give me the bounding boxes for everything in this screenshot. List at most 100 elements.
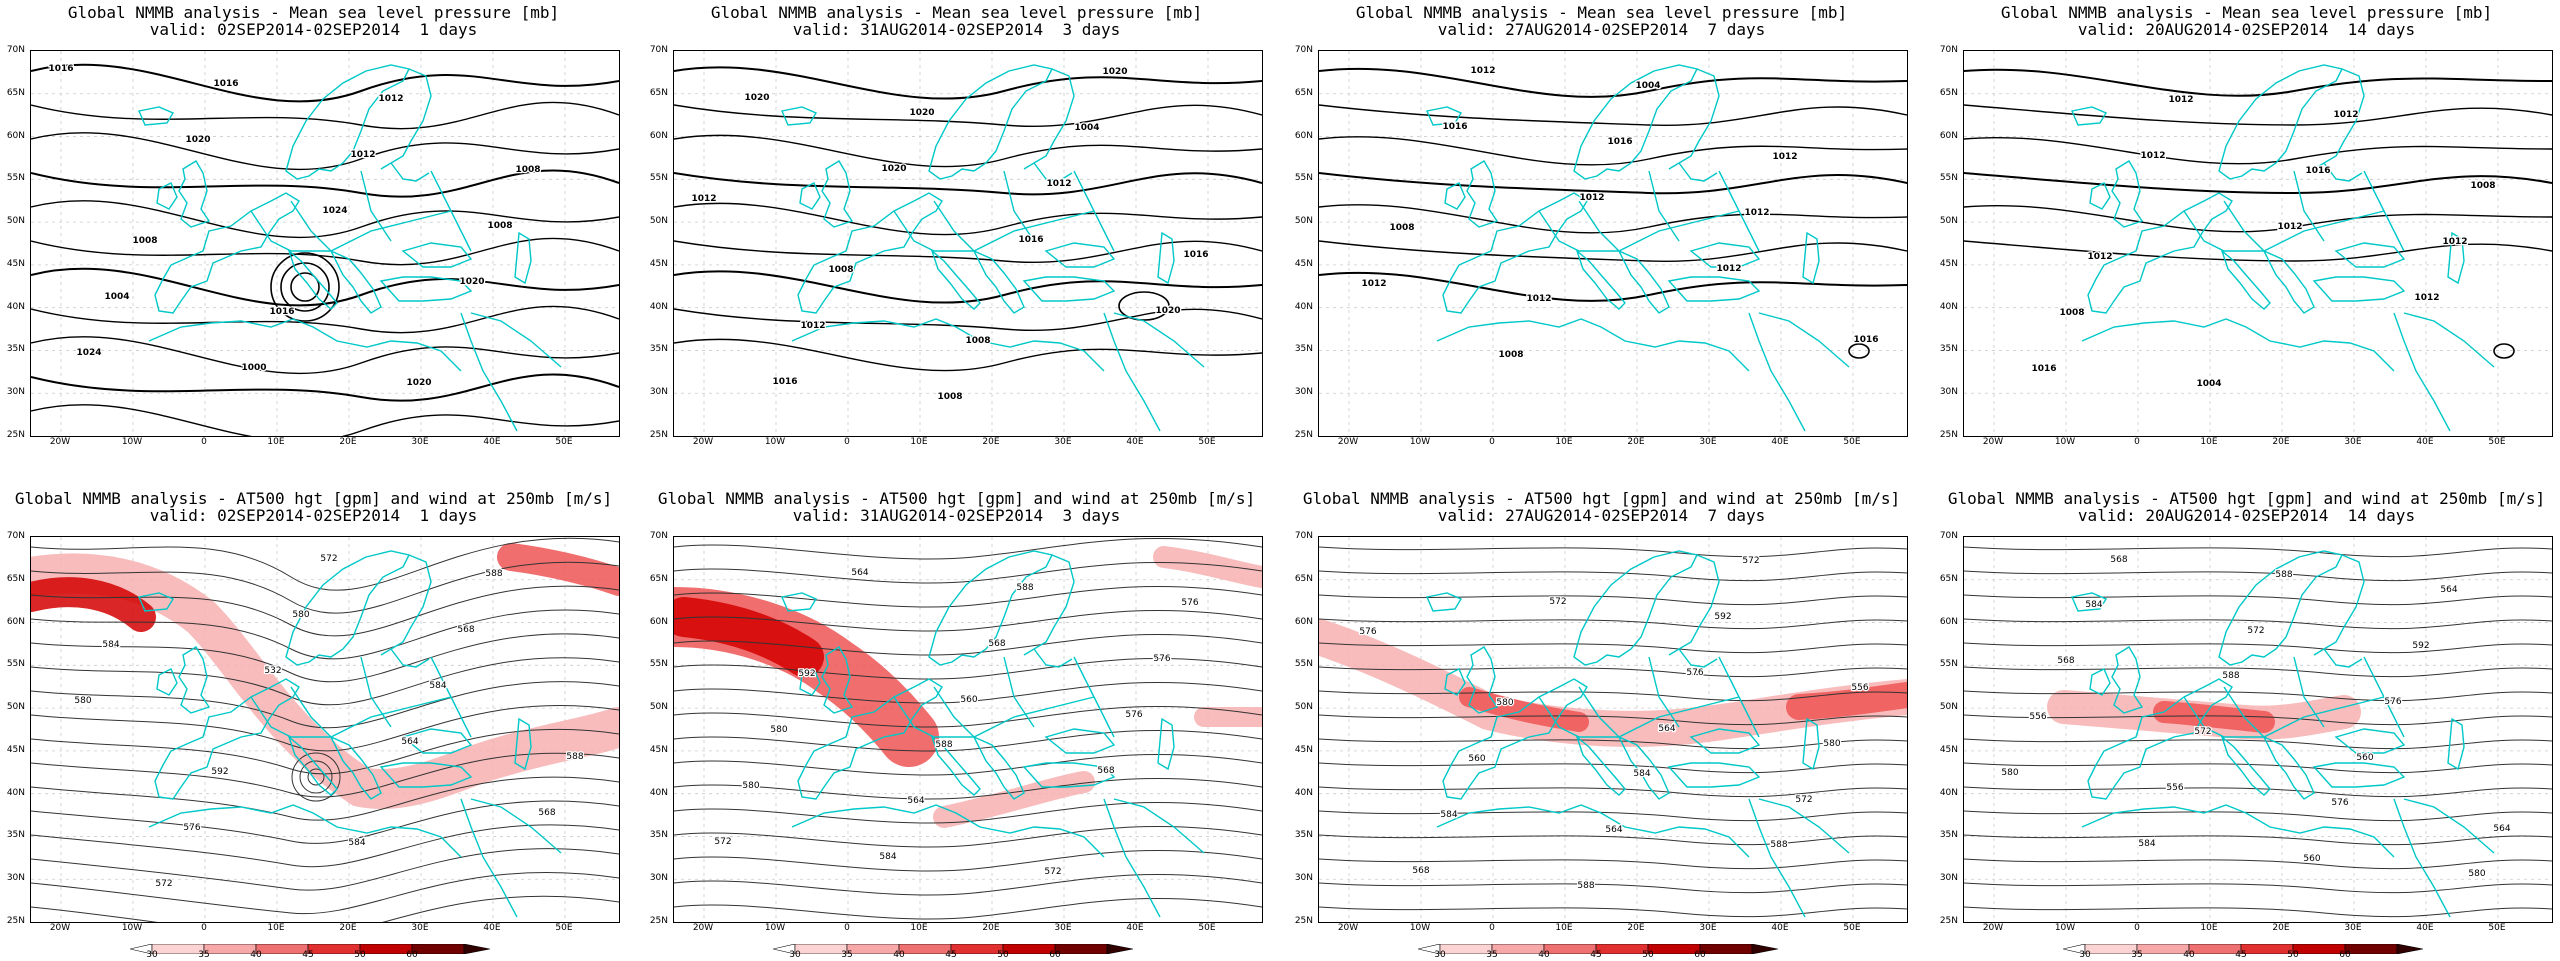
latitude-tick-label: 30N	[1939, 873, 1958, 884]
coastline	[430, 656, 472, 738]
height-contour	[31, 609, 619, 660]
jet-stream-wind	[1319, 619, 1907, 747]
latitude-tick-label: 30N	[649, 873, 668, 884]
latitude-tick-label: 50N	[1939, 216, 1958, 227]
height-contour	[1319, 594, 1907, 606]
contour-label: 568	[1412, 866, 1429, 876]
wind-colorbar: 30 35 40 45 50 60	[1417, 939, 1779, 961]
contour-label: 1016	[772, 377, 797, 387]
contour-label: 560	[1468, 754, 1485, 764]
contour-label: 1012	[1046, 179, 1071, 189]
latitude-tick-label: 25N	[649, 916, 668, 926]
longitude-tick-label: 40E	[2416, 437, 2434, 447]
graticule	[31, 51, 619, 436]
longitude-tick-label: 10E	[910, 437, 928, 447]
contour-label: 588	[1016, 583, 1033, 593]
contour-label: 572	[320, 554, 337, 564]
geopotential-height-lines	[1964, 546, 2552, 918]
contour-labels: 1020 1020 1016 1020 1016 1020 1012 1016 1012 1008…	[690, 66, 1210, 404]
coastline	[1578, 200, 1620, 252]
isobar	[1964, 172, 2552, 195]
isobar	[674, 172, 1262, 196]
latitude-tick-label: 40N	[649, 301, 668, 312]
longitude-tick-label: 30E	[1699, 923, 1717, 933]
latitude-tick-label: 35N	[6, 830, 25, 841]
latitude-tick-label: 35N	[1939, 830, 1958, 841]
coastline	[380, 554, 432, 656]
map-area: 560 564 568 572 576 580 584 588 592 556 556 560 564 5…	[1963, 536, 2553, 923]
isobar	[31, 305, 619, 334]
coastline	[379, 276, 473, 302]
contour-label: 1012	[2140, 151, 2165, 161]
longitude-tick-label: 10W	[2054, 437, 2076, 447]
coastline	[430, 170, 472, 252]
colorbar-ramp	[1417, 943, 1779, 955]
longitude-tick-label: 20E	[1627, 437, 1645, 447]
coastline	[470, 798, 562, 854]
coastline	[2403, 312, 2495, 368]
longitude-tick-label: 40E	[483, 437, 501, 447]
latitude-tick-label: 25N	[6, 916, 25, 926]
coastline	[1802, 717, 1820, 771]
coastline	[1073, 656, 1115, 738]
coastline	[2081, 318, 2395, 372]
coastlines	[781, 64, 1205, 432]
latitude-tick-label: 35N	[1294, 344, 1313, 355]
latitude-tick-label: 60N	[649, 616, 668, 627]
height-contour	[31, 752, 619, 798]
latitude-tick-label: 40N	[6, 301, 25, 312]
height-contour	[31, 895, 619, 922]
coastline	[1022, 276, 1116, 302]
longitude-tick-label: 10W	[764, 437, 786, 447]
z500-wind-panel-4: Global NMMB analysis - AT500 hgt [gpm] a…	[1933, 486, 2560, 960]
coastline	[821, 646, 854, 714]
contour-labels: 532 564 568 572 580 584 588 576 572 568 580 592 584 5…	[73, 553, 585, 891]
colorbar-tick-label: 50	[1642, 950, 1654, 960]
colorbar-tick-label: 45	[302, 950, 314, 960]
isobar	[674, 66, 1262, 100]
height-contour	[31, 824, 619, 868]
coastline	[1113, 798, 1205, 854]
coastlines	[138, 64, 562, 432]
contour-label: 584	[348, 838, 365, 848]
longitude-tick-label: 10E	[267, 923, 285, 933]
latitude-tick-label: 45N	[1294, 744, 1313, 755]
coastline	[2081, 804, 2395, 858]
wind-250mb-shading	[2047, 690, 2361, 740]
coastline	[1573, 64, 1699, 180]
height-contour	[674, 729, 1262, 752]
contour-label: 1012	[2087, 252, 2112, 262]
latitude-tick-label: 50N	[1294, 216, 1313, 227]
height-contour	[1964, 618, 2552, 630]
jet-stream-wind	[1786, 682, 1907, 720]
coastline	[928, 64, 1054, 180]
panel-title: Global NMMB analysis - Mean sea level pr…	[1355, 3, 1848, 22]
coastline	[1689, 242, 1761, 268]
isobar	[1964, 68, 2552, 97]
contour-label: 564	[907, 796, 924, 806]
contour-label: 1012	[2277, 222, 2302, 232]
contour-label: 580	[1823, 739, 1840, 749]
colorbar-tick-label: 30	[2079, 950, 2091, 960]
contour-labels: 560 564 568 572 576 580 584 588 592 556 556 560 564 5…	[2000, 554, 2512, 881]
height-contour	[31, 633, 619, 683]
coastline	[933, 686, 975, 738]
latitude-tick-label: 40N	[1939, 301, 1958, 312]
coastline	[1003, 170, 1035, 242]
height-contour	[31, 705, 619, 752]
coastline	[893, 210, 1095, 252]
colorbar-tick-label: 40	[893, 950, 905, 960]
coastline	[390, 648, 430, 668]
graticule	[1964, 51, 2552, 436]
coastlines	[2071, 64, 2495, 432]
longitude-tick-label: 50E	[1198, 437, 1216, 447]
coastline	[2220, 734, 2271, 796]
isobar	[1964, 204, 2552, 233]
contour-label: 1012	[350, 150, 375, 160]
height-contour	[674, 657, 1262, 680]
height-contour	[1964, 906, 2552, 918]
coastline	[154, 192, 300, 314]
latitude-tick-label: 60N	[649, 130, 668, 141]
height-contour	[1319, 546, 1907, 558]
contour-label: 580	[292, 610, 309, 620]
